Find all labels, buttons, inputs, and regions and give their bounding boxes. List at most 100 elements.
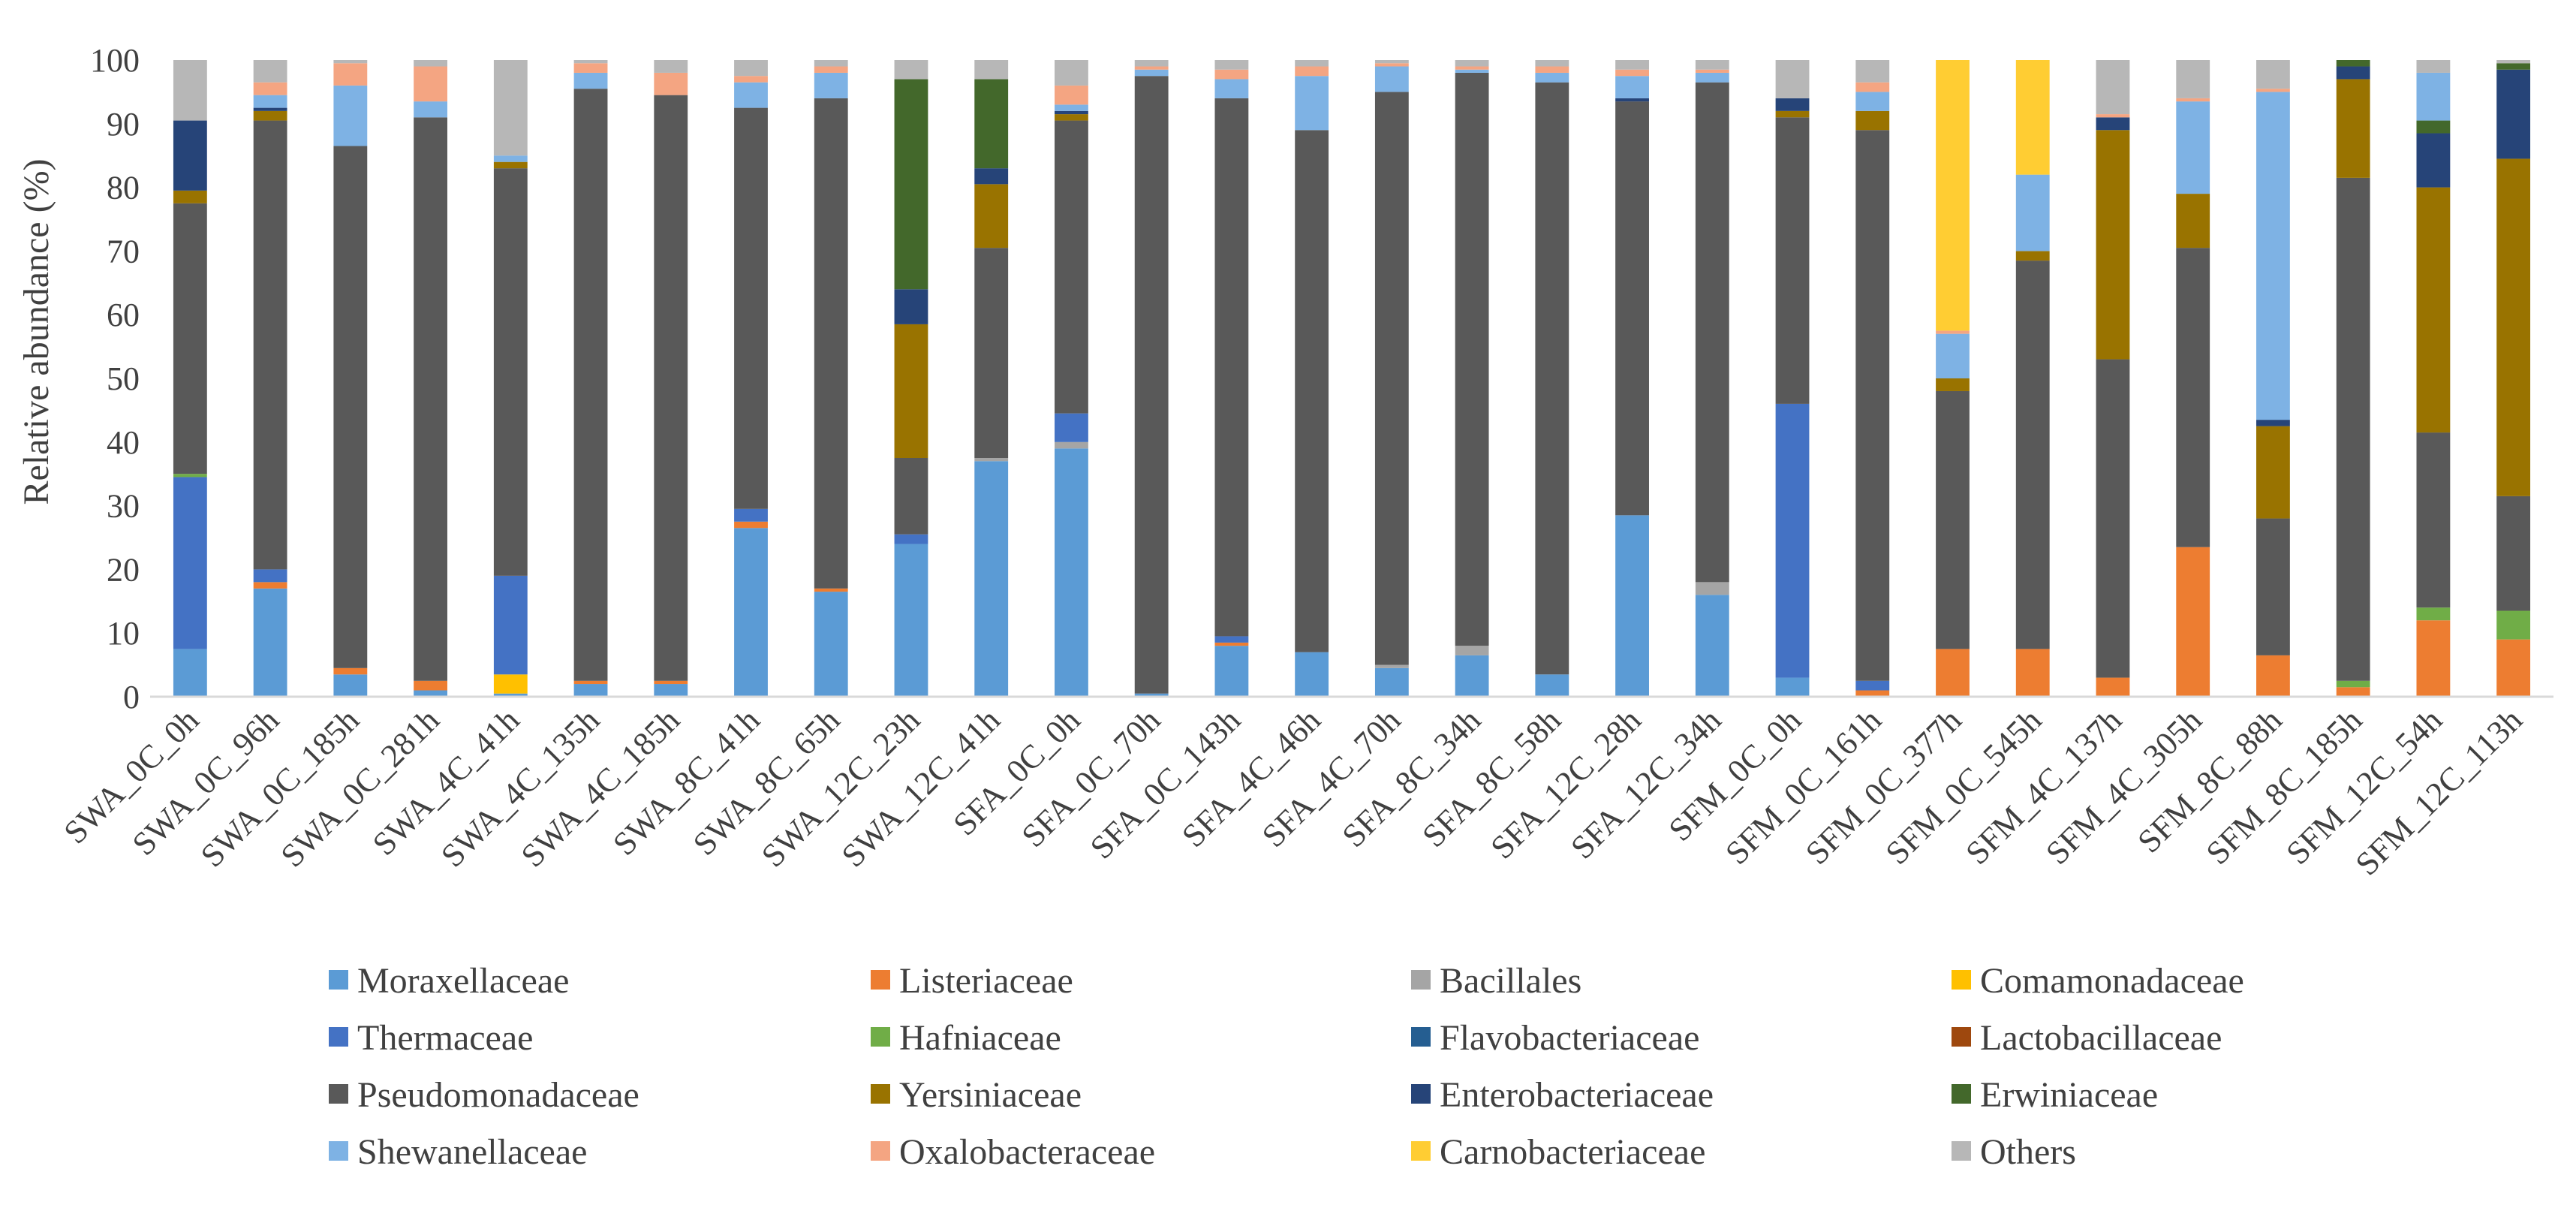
bar-enterobacteriaceae-swa-12c-41h (974, 168, 1009, 185)
bars-layer (173, 60, 2531, 697)
bar-pseudomonadaceae-sfm-0c-377h (1936, 390, 1970, 649)
y-axis-title: Relative abundance (%) (17, 158, 56, 505)
bar-pseudomonadaceae-sfa-0c-0h (1055, 120, 1088, 414)
bar-pseudomonadaceae-sfa-8c-34h (1455, 72, 1489, 646)
bar-pseudomonadaceae-swa-8c-41h (734, 107, 768, 509)
y-tick-label: 100 (90, 42, 140, 79)
bar-yersiniaceae-sfm-4c-305h (2176, 194, 2210, 249)
bar-moraxellaceae-sfa-12c-28h (1615, 515, 1649, 697)
bar-shewanellaceae-sfa-0c-70h (1134, 69, 1169, 77)
bar-stack-swa-12c-23h (894, 60, 928, 697)
legend-item-moraxellaceae: Moraxellaceae (329, 961, 569, 1001)
bar-others-sfm-4c-137h (2096, 60, 2130, 115)
bar-listeriaceae-sfm-12c-54h (2416, 620, 2451, 697)
bar-bacillales-sfa-8c-34h (1455, 646, 1489, 655)
bar-stack-sfa-8c-34h (1455, 60, 1489, 697)
bar-oxalobacteraceae-sfa-12c-28h (1615, 69, 1649, 77)
bar-listeriaceae-sfa-0c-143h (1214, 642, 1249, 646)
legend-item-yersiniaceae: Yersiniaceae (871, 1075, 1082, 1115)
bar-bacillales-sfa-4c-70h (1374, 664, 1409, 668)
bar-shewanellaceae-sfm-0c-545h (2015, 174, 2050, 252)
bar-others-swa-8c-41h (734, 60, 768, 77)
bar-listeriaceae-sfm-0c-545h (2015, 649, 2050, 697)
bar-others-sfm-12c-113h (2496, 60, 2531, 64)
bar-pseudomonadaceae-sfa-4c-70h (1374, 92, 1409, 665)
bar-stack-sfm-0c-161h (1855, 60, 1890, 697)
legend-label: Enterobacteriaceae (1440, 1075, 1714, 1115)
bar-shewanellaceae-sfa-8c-34h (1455, 69, 1489, 73)
legend-label: Thermaceae (357, 1018, 533, 1058)
bar-stack-sfm-12c-54h (2416, 60, 2451, 697)
bar-listeriaceae-swa-4c-185h (654, 680, 688, 685)
bar-pseudomonadaceae-sfm-4c-137h (2096, 359, 2130, 678)
bar-moraxellaceae-swa-8c-41h (734, 528, 768, 697)
bar-thermaceae-swa-0c-0h (173, 477, 207, 649)
bar-moraxellaceae-swa-0c-281h (414, 690, 447, 697)
bar-listeriaceae-sfm-12c-113h (2496, 639, 2531, 697)
y-tick-label: 20 (107, 551, 140, 588)
bar-bacillales-swa-12c-41h (974, 458, 1009, 462)
bar-stack-sfa-0c-143h (1214, 60, 1249, 697)
bar-thermaceae-sfa-0c-0h (1055, 413, 1088, 442)
bar-stack-swa-4c-41h (493, 60, 528, 697)
bar-stack-swa-8c-41h (734, 60, 768, 697)
legend-item-lactobacillaceae: Lactobacillaceae (1952, 1018, 2222, 1058)
bar-shewanellaceae-sfa-4c-70h (1374, 66, 1409, 92)
bar-pseudomonadaceae-sfa-8c-58h (1535, 82, 1569, 675)
bar-oxalobacteraceae-sfm-0c-161h (1855, 82, 1890, 92)
bar-shewanellaceae-sfm-0c-161h (1855, 92, 1890, 111)
bar-enterobacteriaceae-swa-0c-0h (173, 120, 207, 191)
bar-oxalobacteraceae-sfa-8c-34h (1455, 66, 1489, 70)
legend: Moraxellaceae Listeriaceae Bacillales Comam… (329, 961, 2244, 1172)
bar-oxalobacteraceae-sfa-4c-46h (1295, 66, 1329, 77)
legend-item-enterobacteriaceae: Enterobacteriaceae (1411, 1075, 1714, 1115)
legend-swatch (1411, 1084, 1431, 1104)
bar-others-sfa-0c-70h (1134, 60, 1169, 67)
bar-oxalobacteraceae-sfm-0c-377h (1936, 330, 1970, 334)
bar-yersiniaceae-sfm-0c-545h (2015, 251, 2050, 261)
legend-swatch (1411, 1027, 1431, 1047)
bar-moraxellaceae-swa-8c-65h (814, 592, 848, 697)
bar-moraxellaceae-sfa-8c-34h (1455, 655, 1489, 697)
legend-item-pseudomonadaceae: Pseudomonadaceae (329, 1075, 639, 1115)
bar-shewanellaceae-swa-0c-96h (253, 95, 287, 108)
bar-others-sfa-8c-34h (1455, 60, 1489, 67)
legend-swatch (329, 970, 348, 990)
bar-hafniaceae-sfm-12c-113h (2496, 610, 2531, 640)
bar-thermaceae-sfa-0c-143h (1214, 636, 1249, 643)
bar-pseudomonadaceae-sfa-12c-34h (1695, 82, 1729, 583)
bar-enterobacteriaceae-sfm-12c-113h (2496, 69, 2531, 159)
y-tick-label: 30 (107, 488, 140, 525)
bar-pseudomonadaceae-swa-8c-65h (814, 98, 848, 589)
legend-item-others: Others (1952, 1132, 2076, 1172)
legend-label: Pseudomonadaceae (357, 1075, 639, 1115)
legend-swatch (871, 1141, 890, 1161)
bar-hafniaceae-swa-0c-0h (173, 474, 207, 477)
bar-yersiniaceae-swa-12c-23h (894, 324, 928, 458)
bar-stack-swa-0c-0h (173, 60, 207, 697)
bar-shewanellaceae-swa-4c-135h (573, 72, 608, 89)
bar-moraxellaceae-sfa-12c-34h (1695, 595, 1729, 697)
legend-swatch (871, 970, 890, 990)
bar-bacillales-sfa-0c-0h (1055, 441, 1088, 449)
legend-swatch (1952, 1027, 1971, 1047)
legend-item-erwiniaceae: Erwiniaceae (1952, 1075, 2158, 1115)
bar-shewanellaceae-sfa-12c-34h (1695, 72, 1729, 83)
bar-yersiniaceae-sfm-8c-88h (2256, 426, 2290, 519)
legend-swatch (1952, 970, 1971, 990)
bar-enterobacteriaceae-sfm-4c-137h (2096, 117, 2130, 131)
bar-listeriaceae-swa-8c-65h (814, 588, 848, 592)
legend-label: Flavobacteriaceae (1440, 1018, 1699, 1058)
bar-stack-sfm-8c-185h (2336, 60, 2370, 697)
bar-moraxellaceae-sfa-4c-46h (1295, 652, 1329, 697)
bar-stack-sfa-12c-28h (1615, 60, 1649, 697)
bar-stack-sfm-4c-137h (2096, 60, 2130, 697)
bar-hafniaceae-sfm-8c-185h (2336, 680, 2370, 688)
bar-moraxellaceae-sfa-4c-70h (1374, 667, 1409, 697)
bar-others-sfa-0c-143h (1214, 60, 1249, 70)
bar-yersiniaceae-sfm-0c-0h (1775, 110, 1810, 118)
bar-carnobacteriaceae-sfm-0c-545h (2015, 60, 2050, 175)
bar-others-swa-12c-41h (974, 60, 1009, 80)
bar-others-swa-0c-281h (414, 60, 447, 67)
